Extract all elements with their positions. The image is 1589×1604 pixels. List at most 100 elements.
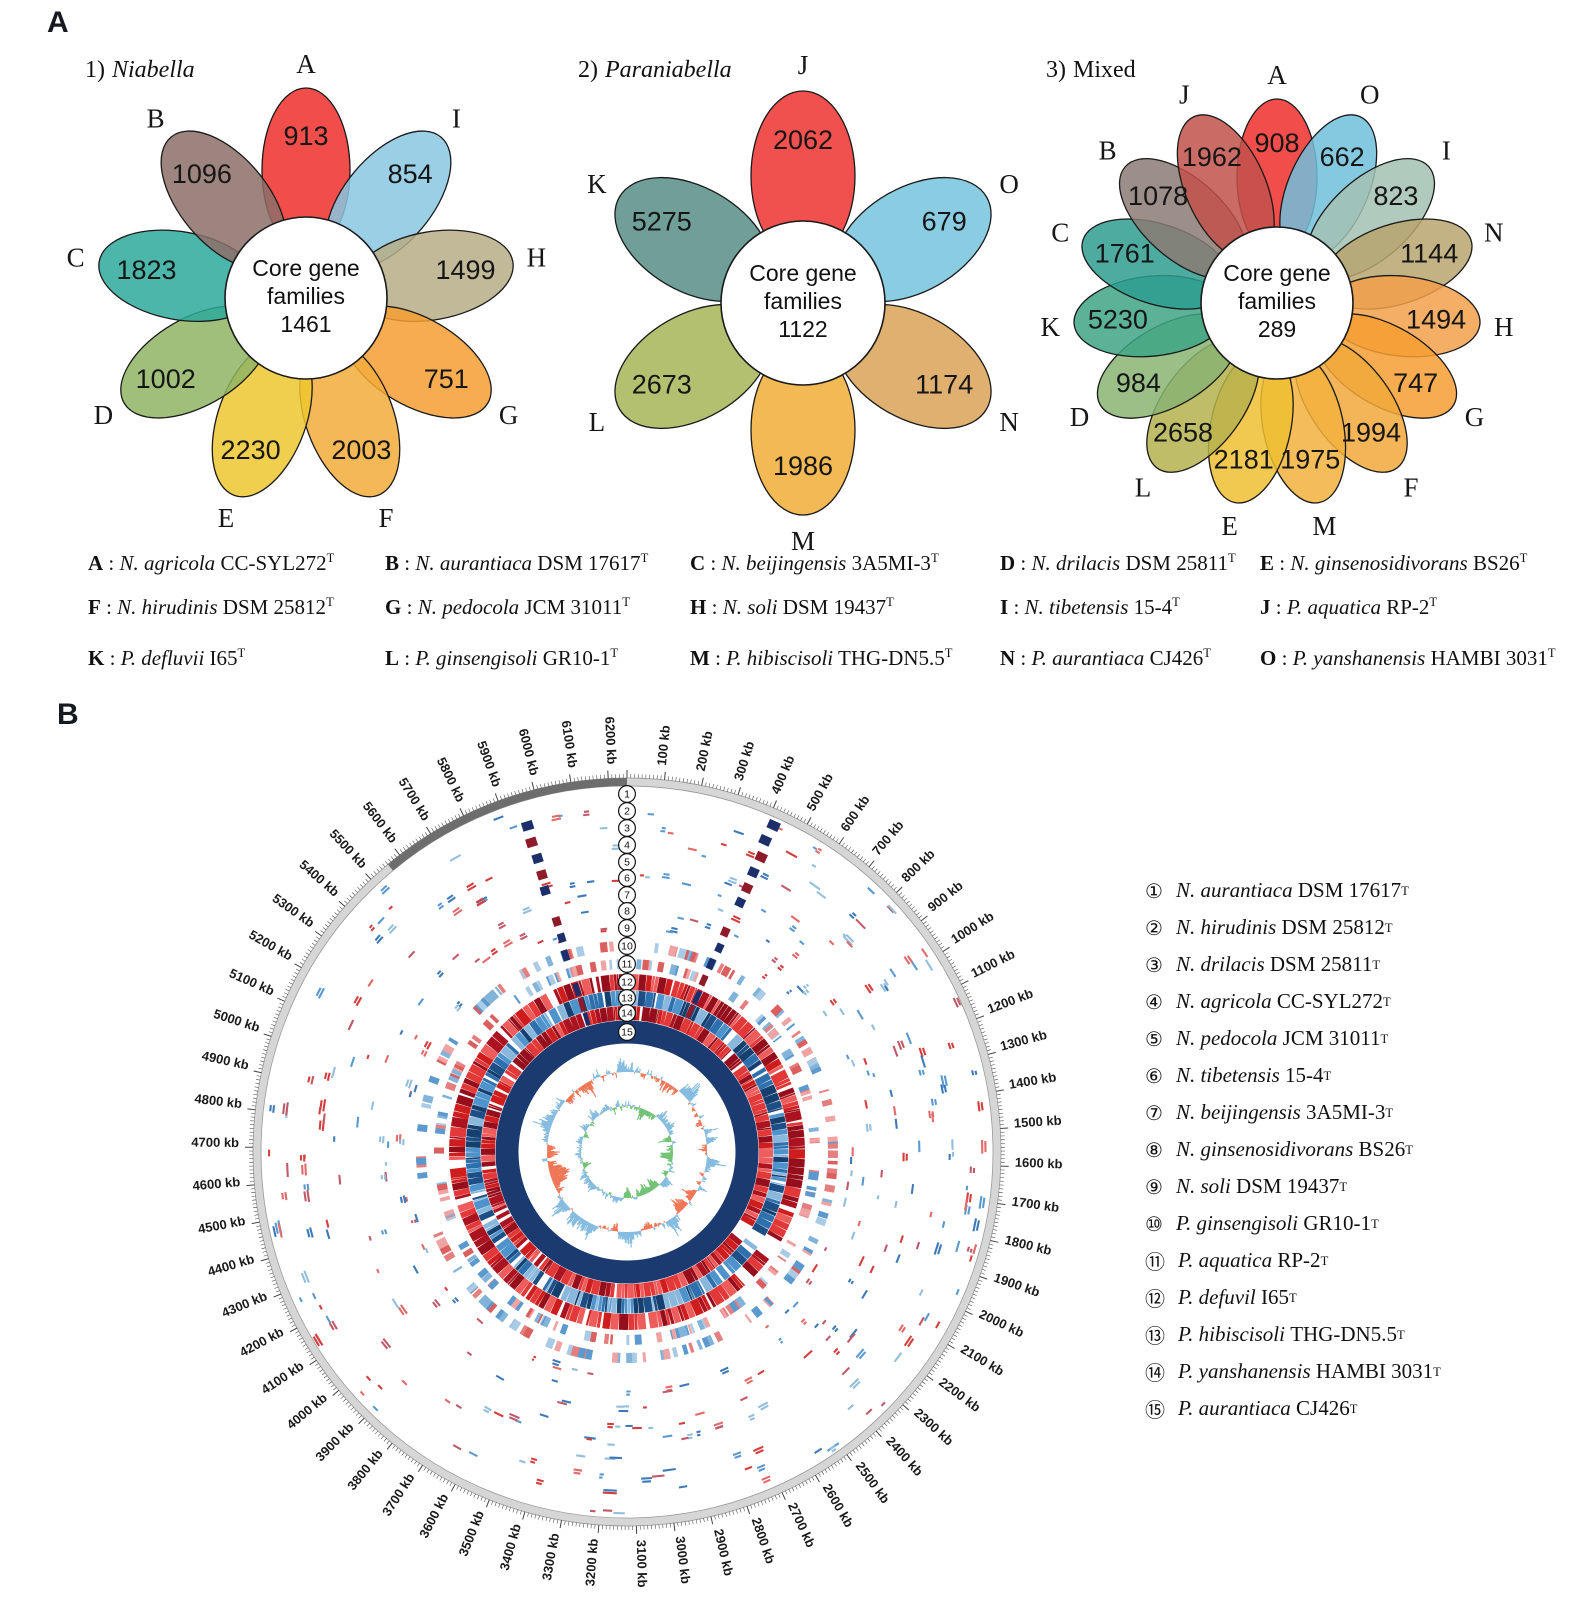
scale-label: 3500 kb: [455, 1508, 487, 1558]
gc-content-ring: [532, 1058, 726, 1248]
ring-marker-circle-15: [617, 1023, 636, 1042]
petal-value-L: 2673: [632, 370, 692, 400]
scale-label: 400 kb: [768, 753, 798, 796]
petal-letter-M: M: [1312, 511, 1336, 541]
scale-dark-segment: [387, 778, 628, 871]
scale-label: 2800 kb: [749, 1516, 779, 1566]
petal-letter-F: F: [378, 503, 393, 533]
ring-legend-item-⑥: ⑥ N. tibetensis 15-4 T: [1145, 1063, 1332, 1088]
scale-label: 4500 kb: [197, 1213, 247, 1237]
scale-label: 200 kb: [693, 730, 716, 773]
ring-marker-circle-14: [617, 1004, 636, 1023]
legend-item-J: J : P. aquatica RP-2T: [1260, 595, 1438, 619]
ring-5-track: [333, 876, 921, 1446]
scale-label: 3100 kb: [634, 1540, 650, 1588]
petal-letter-N: N: [999, 407, 1019, 437]
petal-letter-D: D: [94, 400, 114, 430]
ring-3-track: [299, 826, 955, 1483]
scale-label: 500 kb: [803, 771, 836, 814]
petal-value-C: 1823: [116, 255, 176, 285]
legend-item-G: G : N. pedocola JCM 31011T: [385, 595, 630, 619]
circled-number-icon: ⑩: [1145, 1211, 1163, 1236]
petal-letter-K: K: [587, 169, 607, 199]
flower-title-name: Mixed: [1073, 57, 1136, 83]
petal-letter-E: E: [218, 503, 235, 533]
scale-label: 1300 kb: [998, 1027, 1048, 1054]
ring-legend-item-⑫: ⑫ P. defuvil I65 T: [1145, 1285, 1297, 1311]
ring-8-track: [378, 910, 872, 1396]
petal-value-M: 1986: [773, 451, 833, 481]
ring-legend-item-⑤: ⑤ N. pedocola JCM 31011 T: [1145, 1026, 1389, 1051]
core-label-line1: Core gene: [252, 255, 359, 281]
scale-label: 1000 kb: [948, 908, 996, 946]
ring-legend-item-③: ③ N. drilacis DSM 25811 T: [1145, 952, 1381, 977]
genome-ring-legend: ① N. aurantiaca DSM 17617 T ② N. hirudinis D…: [1145, 872, 1441, 1427]
petal-letter-L: L: [589, 407, 606, 437]
ring-marker-number-4: 4: [624, 840, 630, 852]
scale-minor-ticks: [248, 774, 1006, 1531]
scale-label: 1400 kb: [1008, 1069, 1058, 1092]
petal-value-H: 1494: [1406, 305, 1466, 335]
petal-value-K: 5275: [632, 207, 692, 237]
scale-label: 5000 kb: [212, 1006, 262, 1035]
scale-label: 4900 kb: [201, 1048, 251, 1073]
ring-marker-number-7: 7: [624, 890, 630, 902]
circled-number-icon: ⑭: [1145, 1361, 1165, 1385]
scale-label: 100 kb: [654, 724, 673, 766]
scale-label: 1600 kb: [1015, 1155, 1063, 1172]
petal-value-K: 5230: [1088, 305, 1148, 335]
scale-label: 3600 kb: [416, 1491, 451, 1540]
circled-number-icon: ⑥: [1145, 1063, 1163, 1088]
ring-marker-number-10: 10: [621, 941, 633, 953]
petal-value-N: 1174: [915, 370, 973, 400]
core-circle: [1200, 226, 1354, 380]
petal-letter-O: O: [1360, 80, 1380, 110]
petal-letter-B: B: [147, 104, 165, 134]
legend-item-B: B : N. aurantiaca DSM 17617T: [385, 551, 649, 575]
circled-number-icon: ⑤: [1145, 1026, 1163, 1051]
scale-label: 4000 kb: [284, 1390, 330, 1432]
legend-item-E: E : N. ginsenosidivorans BS26T: [1260, 551, 1528, 575]
flower-title-niabella: 1) Niabella: [85, 57, 195, 84]
petal-value-B: 1096: [172, 159, 232, 189]
petal-value-M: 1975: [1280, 445, 1340, 475]
scale-label: 5100 kb: [227, 965, 277, 998]
legend-item-D: D : N. drilacis DSM 25811T: [1000, 551, 1236, 575]
petal-value-O: 662: [1320, 142, 1365, 172]
petal-letter-G: G: [1465, 402, 1485, 432]
scale-label: 4200 kb: [237, 1324, 286, 1360]
petal-letter-A: A: [1267, 60, 1287, 90]
circled-number-icon: ⑮: [1145, 1398, 1165, 1422]
scale-label: 2700 kb: [785, 1500, 818, 1550]
scale-label: 4800 kb: [194, 1091, 243, 1111]
core-value: 289: [1258, 316, 1296, 342]
petal-letter-B: B: [1099, 135, 1117, 165]
petal-value-F: 1994: [1341, 417, 1401, 447]
petal-value-E: 2181: [1214, 445, 1274, 475]
legend-item-C: C : N. beijingensis 3A5MI-3T: [690, 551, 939, 575]
scale-label: 2600 kb: [820, 1481, 857, 1530]
petal-letter-I: I: [452, 104, 461, 134]
petal-letter-G: G: [499, 400, 519, 430]
petal-letter-H: H: [527, 242, 547, 272]
scale-label: 6000 kb: [516, 727, 542, 777]
legend-item-A: A : N. agricola CC-SYL272T: [88, 551, 335, 575]
ring-marker-number-1: 1: [624, 789, 630, 801]
ring-7-track: [370, 894, 884, 1413]
ring-legend-item-①: ① N. aurantiaca DSM 17617 T: [1145, 878, 1409, 903]
petal-letter-J: J: [798, 50, 809, 80]
scale-label: 5900 kb: [474, 739, 505, 789]
petal-letter-D: D: [1070, 402, 1090, 432]
scale-label: 6200 kb: [602, 716, 619, 764]
scale-label: 6100 kb: [559, 719, 581, 768]
circled-number-icon: ⑧: [1145, 1137, 1163, 1162]
ring-marker-number-5: 5: [624, 857, 630, 869]
ring-marker-number-13: 13: [621, 993, 633, 1005]
ring-marker-number-12: 12: [621, 977, 633, 989]
core-label-line2: families: [1238, 288, 1316, 314]
circled-number-icon: ⑦: [1145, 1100, 1163, 1125]
scale-label: 900 kb: [925, 878, 966, 915]
